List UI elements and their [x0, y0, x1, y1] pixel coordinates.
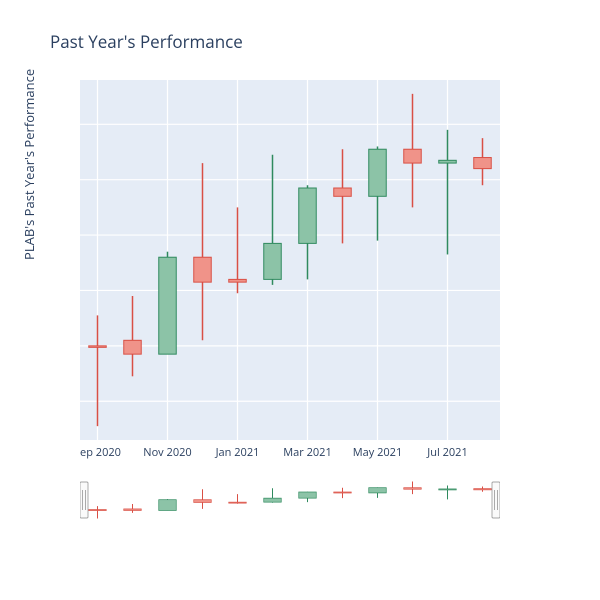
svg-text:Sep 2020: Sep 2020 [80, 445, 121, 460]
svg-text:May 2021: May 2021 [353, 445, 403, 460]
chart-title: Past Year's Performance [50, 30, 243, 53]
range-selector-svg [80, 480, 500, 540]
svg-text:Jan 2021: Jan 2021 [215, 445, 260, 460]
svg-text:Nov 2020: Nov 2020 [143, 445, 191, 460]
main-chart-svg: 91011121314Sep 2020Nov 2020Jan 2021Mar 2… [80, 80, 500, 470]
main-chart: 91011121314Sep 2020Nov 2020Jan 2021Mar 2… [80, 80, 500, 440]
range-selector[interactable] [80, 480, 500, 540]
svg-text:Mar 2021: Mar 2021 [283, 445, 332, 460]
y-axis-label: PLAB's Past Year's Performance [20, 69, 38, 260]
svg-text:Jul 2021: Jul 2021 [426, 445, 468, 460]
